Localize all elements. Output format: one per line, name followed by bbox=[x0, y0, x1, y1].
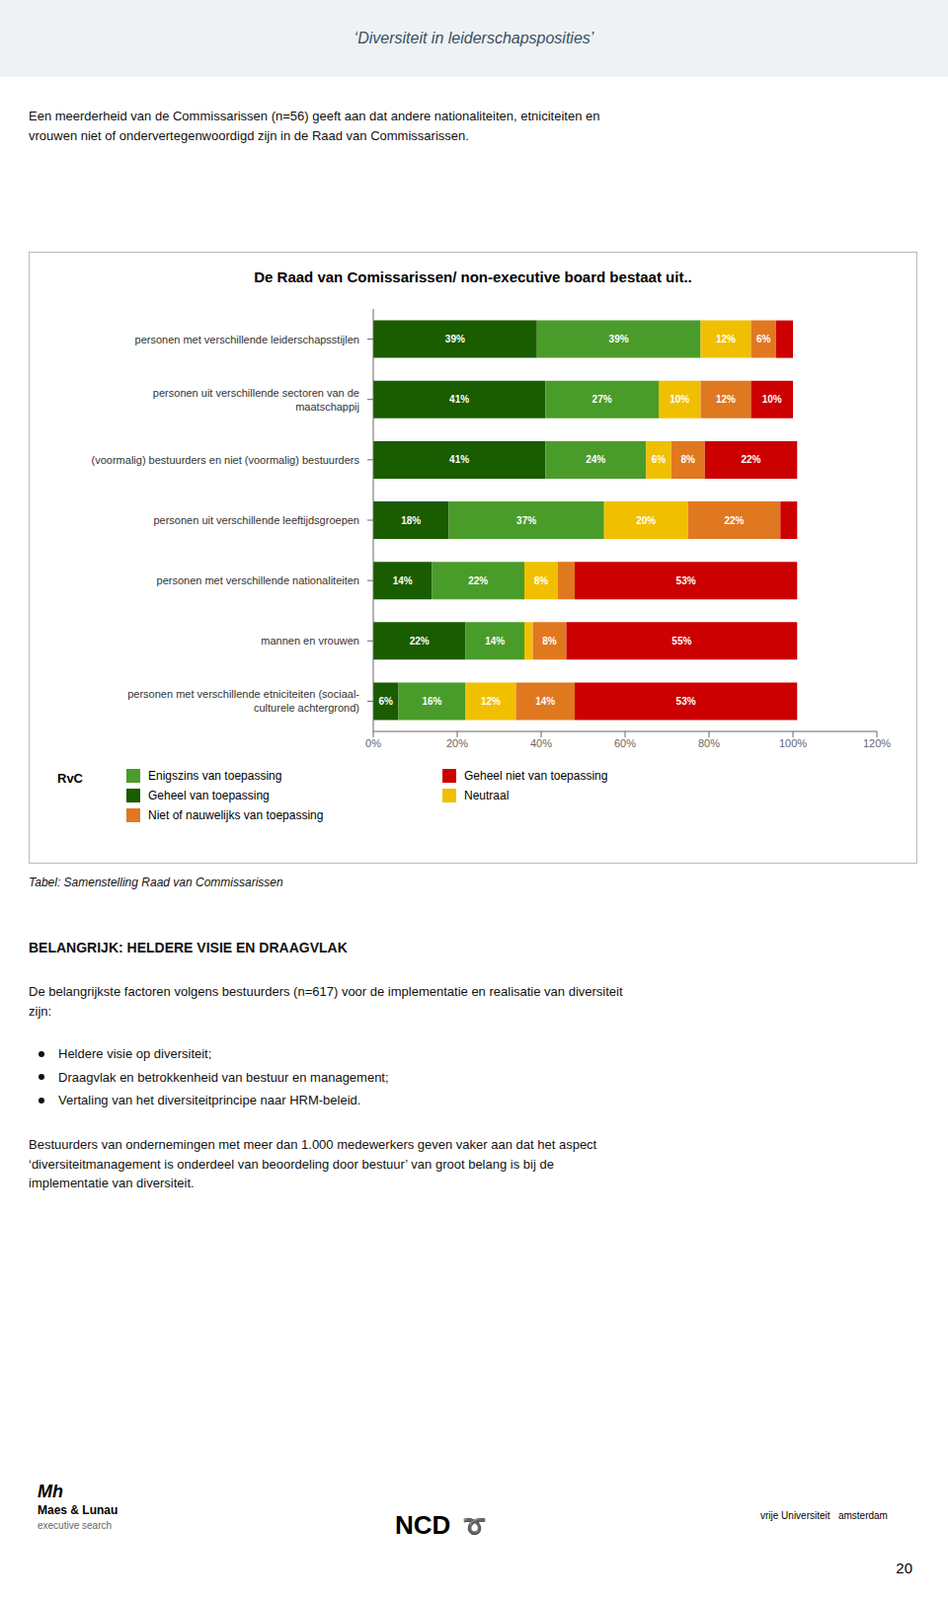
svg-text:0%: 0% bbox=[365, 737, 382, 750]
svg-text:6%: 6% bbox=[379, 696, 395, 708]
html-text:Mh: Mh bbox=[37, 1482, 64, 1502]
html-text:Geheel van toepassing: Geheel van toepassing bbox=[148, 789, 270, 803]
html-text:Vertaling van het diversiteitp: Vertaling van het diversiteitprincipe na… bbox=[58, 1093, 361, 1108]
svg-text:24%: 24% bbox=[585, 454, 606, 466]
svg-text:53%: 53% bbox=[676, 575, 697, 587]
svg-text:22%: 22% bbox=[723, 515, 744, 527]
svg-text:personen met verschillende nat: personen met verschillende nationaliteit… bbox=[157, 574, 360, 587]
svg-text:39%: 39% bbox=[445, 333, 466, 345]
svg-text:personen met verschillende lei: personen met verschillende leiderschapss… bbox=[135, 333, 360, 346]
svg-text:8%: 8% bbox=[534, 575, 550, 587]
html-text:RvC: RvC bbox=[57, 771, 83, 787]
svg-text:41%: 41% bbox=[449, 454, 470, 466]
svg-text:20%: 20% bbox=[446, 737, 469, 750]
svg-text:20%: 20% bbox=[635, 515, 656, 527]
svg-text:18%: 18% bbox=[400, 515, 421, 527]
svg-text:39%: 39% bbox=[609, 333, 630, 345]
html-text:Draagvlak en betrokkenheid van: Draagvlak en betrokkenheid van bestuur e… bbox=[58, 1069, 389, 1085]
html-text:vrije Universiteit amsterdam: vrije Universiteit amsterdam bbox=[760, 1510, 888, 1522]
svg-text:10%: 10% bbox=[669, 394, 690, 405]
svg-text:40%: 40% bbox=[530, 737, 553, 750]
html-text:Enigszins van toepassing: Enigszins van toepassing bbox=[148, 769, 282, 784]
html-text:De Raad van Comissarissen/ non: De Raad van Comissarissen/ non-executive… bbox=[254, 268, 692, 286]
svg-text:41%: 41% bbox=[449, 394, 470, 405]
svg-text:(voormalig) bestuurders en nie: (voormalig) bestuurders en niet (voormal… bbox=[91, 454, 361, 467]
html-text:Bestuurders van ondernemingen: Bestuurders van ondernemingen met meer d… bbox=[28, 1137, 597, 1191]
svg-text:8%: 8% bbox=[681, 454, 697, 466]
svg-text:22%: 22% bbox=[740, 454, 761, 466]
svg-text:10%: 10% bbox=[762, 394, 783, 405]
svg-text:22%: 22% bbox=[468, 575, 488, 587]
svg-text:16%: 16% bbox=[421, 696, 442, 708]
html-text:20: 20 bbox=[895, 1560, 913, 1578]
svg-text:80%: 80% bbox=[698, 737, 720, 750]
svg-text:6%: 6% bbox=[756, 333, 772, 345]
svg-text:22%: 22% bbox=[409, 635, 430, 647]
svg-text:120%: 120% bbox=[863, 737, 891, 750]
svg-text:60%: 60% bbox=[614, 737, 636, 750]
svg-text:14%: 14% bbox=[484, 635, 505, 647]
html-text:Heldere visie op diversiteit;: Heldere visie op diversiteit; bbox=[58, 1046, 212, 1062]
html-text:Tabel: Samenstelling Raad van: Tabel: Samenstelling Raad van Commissari… bbox=[28, 875, 284, 890]
svg-text:personen uit verschillende lee: personen uit verschillende leeftijdsgroe… bbox=[153, 514, 360, 527]
svg-text:12%: 12% bbox=[715, 394, 736, 405]
svg-text:personen uit verschillende sec: personen uit verschillende sectoren van … bbox=[153, 387, 360, 413]
html-text:Niet of nauwelijks van toepass: Niet of nauwelijks van toepassing bbox=[148, 808, 324, 823]
svg-text:12%: 12% bbox=[715, 333, 736, 345]
html-text:executive search: executive search bbox=[37, 1520, 112, 1532]
svg-text:6%: 6% bbox=[651, 454, 667, 466]
html-text:‘Diversiteit in leiderschapspo: ‘Diversiteit in leiderschapsposities’ bbox=[354, 29, 594, 47]
svg-text:mannen en vrouwen: mannen en vrouwen bbox=[260, 634, 360, 647]
svg-text:37%: 37% bbox=[516, 515, 537, 527]
svg-text:12%: 12% bbox=[480, 696, 501, 708]
html-text:NCD: NCD bbox=[395, 1510, 451, 1541]
svg-text:personen met verschillende etn: personen met verschillende etniciteiten … bbox=[127, 688, 360, 714]
html-text:BELANGRIJK: HELDERE VISIE EN D: BELANGRIJK: HELDERE VISIE EN DRAAGVLAK bbox=[28, 940, 348, 956]
svg-text:8%: 8% bbox=[542, 635, 557, 647]
svg-text:14%: 14% bbox=[393, 575, 413, 587]
svg-text:55%: 55% bbox=[671, 635, 692, 647]
html-text:Maes & Lunau: Maes & Lunau bbox=[37, 1504, 118, 1519]
svg-text:27%: 27% bbox=[592, 394, 613, 405]
html-text:Neutraal: Neutraal bbox=[464, 789, 509, 803]
html-text:Geheel niet van toepassing: Geheel niet van toepassing bbox=[464, 769, 608, 784]
svg-text:100%: 100% bbox=[779, 737, 807, 750]
svg-text:53%: 53% bbox=[676, 696, 697, 708]
html-text:De belangrijkste factoren volg: De belangrijkste factoren volgens bestuu… bbox=[28, 984, 623, 1019]
html-text:Een meerderheid van de Commiss: Een meerderheid van de Commissarissen (n… bbox=[28, 108, 600, 143]
svg-text:14%: 14% bbox=[535, 696, 555, 708]
